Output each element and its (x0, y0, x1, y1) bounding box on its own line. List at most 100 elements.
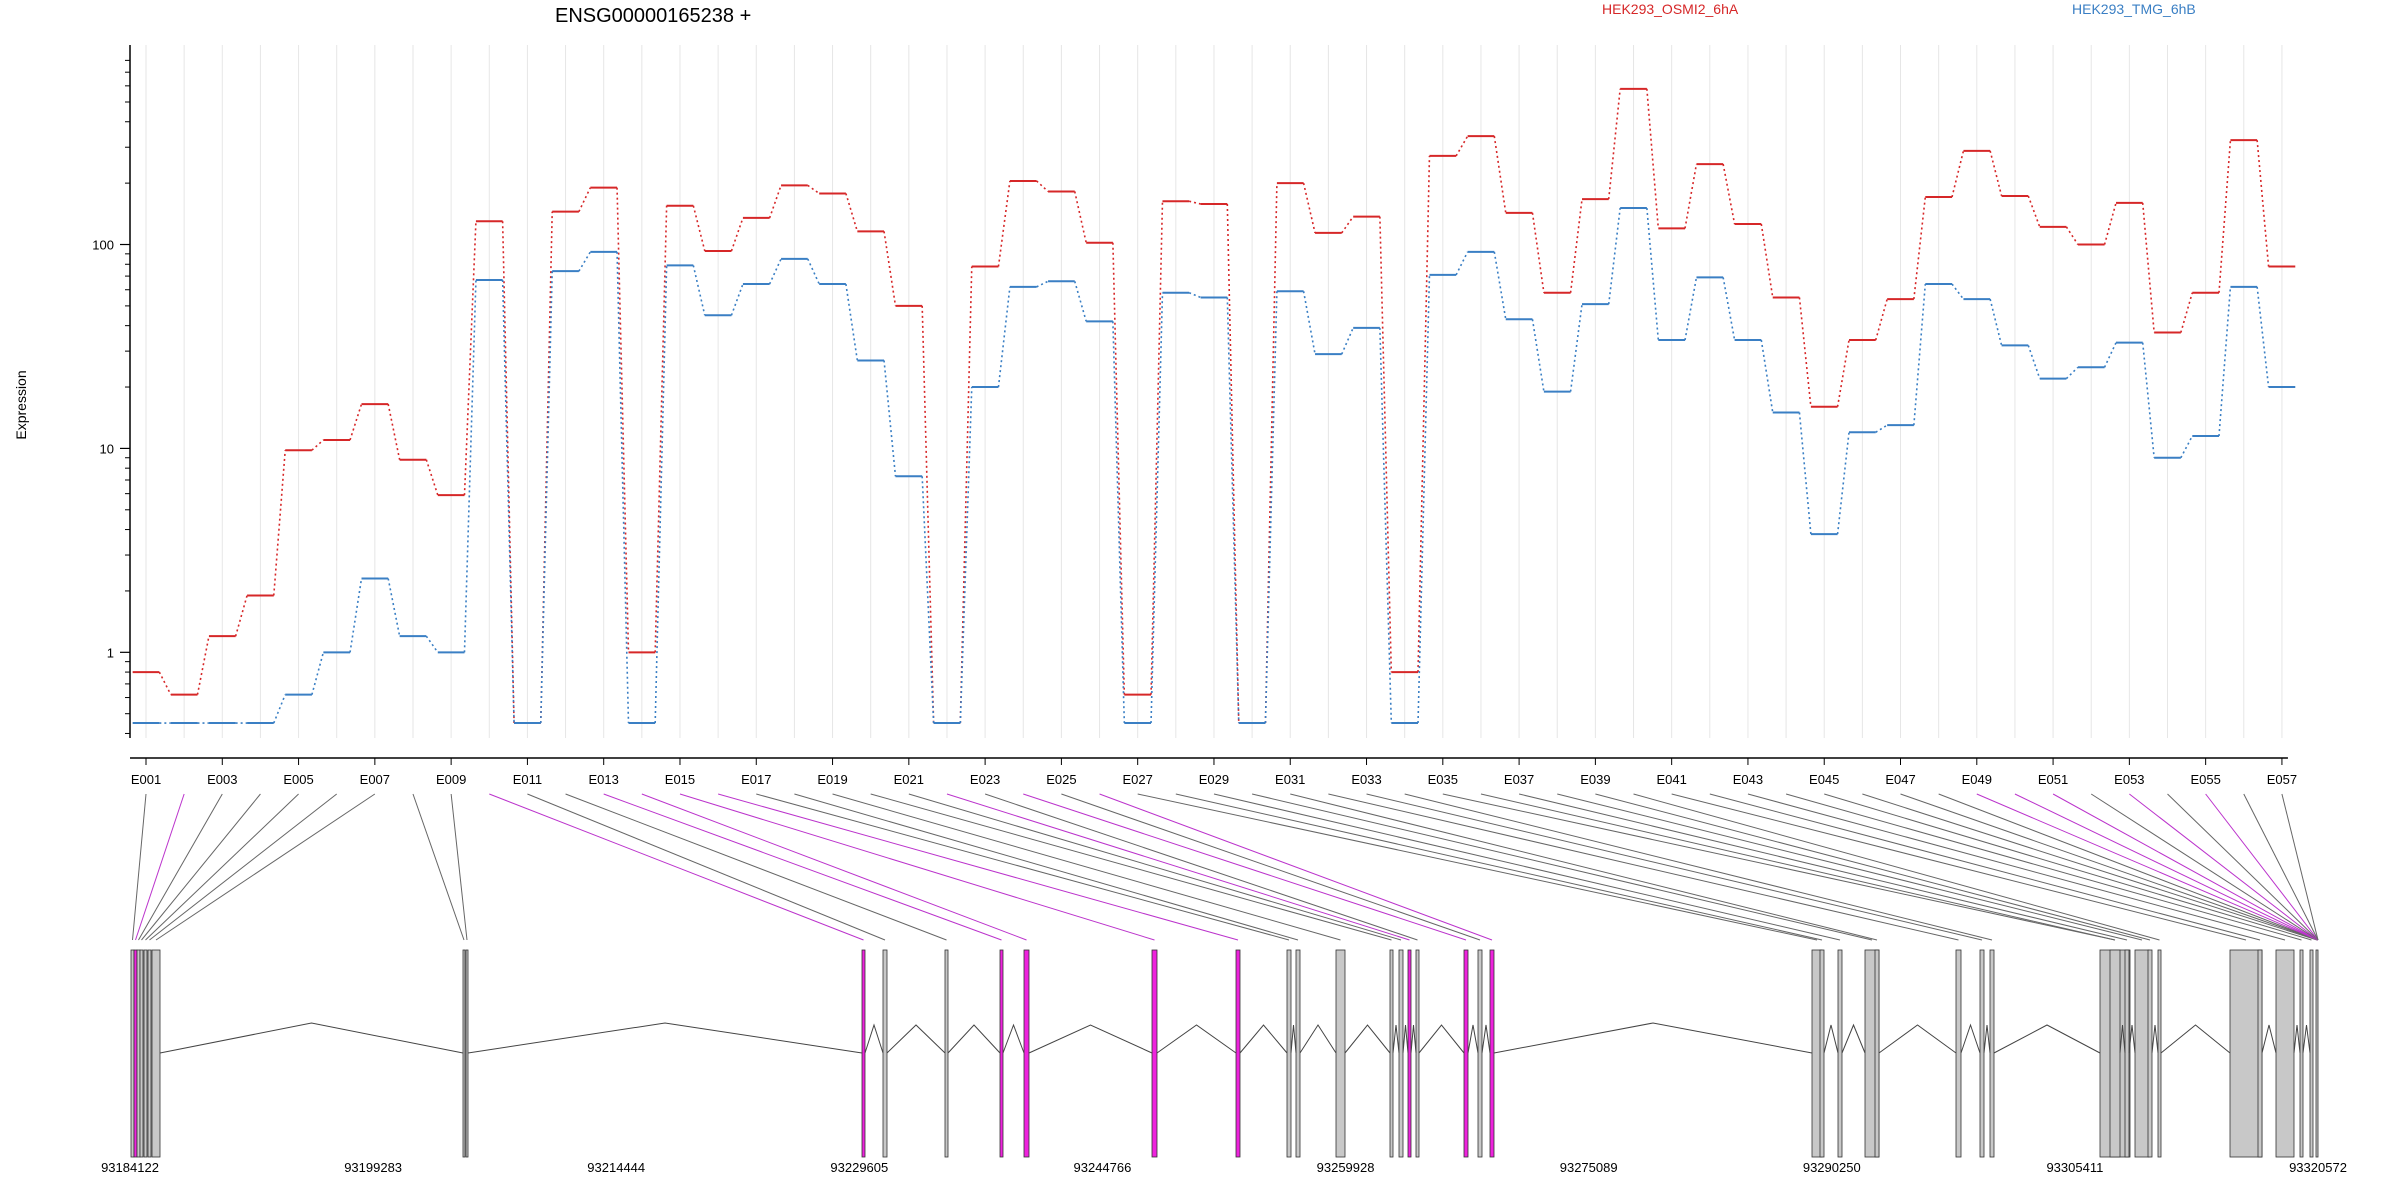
y-axis-label: Expression (13, 370, 29, 439)
y-tick-label: 100 (92, 238, 114, 253)
series-connector (1302, 182, 1316, 234)
exon-connector (132, 793, 147, 941)
series-connector (2141, 342, 2155, 458)
x-tick-label: E001 (131, 772, 161, 787)
x-tick-label: E013 (589, 772, 619, 787)
exon-block (1415, 949, 1420, 1158)
intron-line (2160, 1024, 2231, 1054)
series-connector (578, 251, 592, 272)
y-tick-label: 10 (100, 441, 114, 456)
intron-line (1402, 1024, 1409, 1054)
series-connector (1036, 280, 1049, 288)
x-tick-label: E005 (283, 772, 313, 787)
exon-connector (1595, 793, 2151, 941)
exon-block (465, 949, 469, 1158)
series-connector (845, 193, 859, 232)
series-connector (2180, 435, 2194, 459)
exon-block (1989, 949, 1995, 1158)
series-connector (1379, 327, 1393, 724)
x-tick-label: E021 (894, 772, 924, 787)
exon-block (2109, 949, 2121, 1158)
exon-connector (1785, 793, 2302, 941)
coordinate-label: 93184122 (101, 1160, 159, 1175)
exon-connector (2090, 793, 2319, 941)
series-connector (807, 184, 820, 195)
intron-line (1299, 1024, 1337, 1054)
x-tick-label: E007 (360, 772, 390, 787)
series-connector (501, 221, 515, 724)
series-connector (539, 271, 554, 724)
series-connector (2027, 195, 2041, 228)
exon-block (1874, 949, 1880, 1158)
exon-connector (1557, 793, 2143, 941)
series-connector (921, 476, 935, 724)
exon-block (2257, 949, 2263, 1158)
series-connector (2180, 292, 2194, 333)
exon-connector (1404, 793, 1993, 941)
exon-block (2147, 949, 2153, 1158)
exon-connector (1099, 793, 1493, 941)
exon-block (1335, 949, 1346, 1158)
coordinate-label: 93199283 (344, 1160, 402, 1175)
intron-line (2302, 1024, 2311, 1054)
series-connector (1875, 424, 1888, 433)
x-tick-label: E009 (436, 772, 466, 787)
intron-line (1290, 1024, 1297, 1054)
series-connector (1302, 291, 1316, 355)
exon-block (147, 949, 152, 1158)
exon-connector (145, 793, 299, 941)
exon-connector (2205, 793, 2319, 941)
intron-line (2119, 1024, 2126, 1054)
gridlines (145, 45, 2283, 738)
series-connector (272, 450, 287, 596)
exon-block (1023, 949, 1030, 1158)
exon-connector (717, 793, 1239, 941)
series-connector (1150, 292, 1164, 724)
x-tick-label: E035 (1428, 772, 1458, 787)
series-connector (1188, 200, 1201, 205)
x-tick-label: E027 (1122, 772, 1152, 787)
series-lines (132, 87, 2296, 725)
series-connector (1913, 283, 1927, 426)
coordinate-label: 93320572 (2289, 1160, 2347, 1175)
exon-connector (450, 793, 468, 941)
x-tick-label: E031 (1275, 772, 1305, 787)
coordinate-label: 93244766 (1074, 1160, 1132, 1175)
series-connector (1379, 216, 1393, 673)
series-connector (1455, 251, 1469, 276)
exon-block (2134, 949, 2150, 1158)
exon-connector (2281, 793, 2319, 941)
exon-connector (1328, 793, 1959, 941)
legend-series-2: HEK293_TMG_6hB (2072, 1, 2196, 17)
series-connector (1531, 212, 1545, 293)
series-connector (1646, 88, 1660, 229)
x-tick-label: E037 (1504, 772, 1534, 787)
series-connector (1150, 201, 1164, 695)
intron-line (947, 1024, 1001, 1054)
series-connector (1417, 155, 1431, 673)
exon-connector (1976, 793, 2319, 941)
series-connector (1112, 242, 1126, 695)
x-tick-label: E047 (1885, 772, 1915, 787)
series-connector (1913, 196, 1927, 300)
exon-connector (1175, 793, 1823, 941)
exon-connector (794, 793, 1299, 941)
coordinate-label: 93229605 (830, 1160, 888, 1175)
exon-connector (412, 793, 465, 941)
gene-model (130, 949, 2319, 1158)
x-tick-label: E025 (1046, 772, 1076, 787)
intron-line (1002, 1023, 1025, 1054)
series-connector (2141, 202, 2155, 333)
legend-series-1: HEK293_OSMI2_6hA (1602, 1, 1739, 17)
exon-connector (1518, 793, 2128, 941)
series-connector (425, 459, 439, 496)
exon-connector (832, 793, 1341, 941)
series-connector (1607, 88, 1621, 200)
series-connector (616, 251, 630, 724)
exon-block (1151, 949, 1158, 1158)
series-connector (997, 180, 1011, 267)
exon-connector (2129, 793, 2319, 941)
exon-connector (489, 793, 864, 941)
exon-block (1389, 949, 1394, 1158)
